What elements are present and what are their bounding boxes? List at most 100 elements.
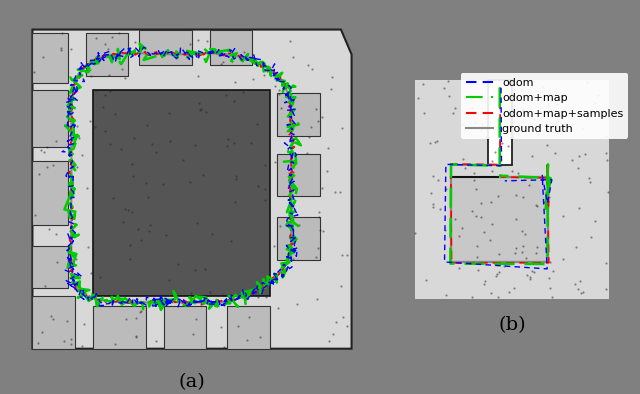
Point [58,338,68,344]
Point [601,260,611,266]
Point [118,218,129,225]
Point [531,250,541,256]
Point [522,272,532,279]
Point [186,290,196,297]
Point [129,135,139,141]
Point [547,294,557,301]
Point [593,91,604,98]
Point [191,316,201,322]
Point [449,105,460,111]
Point [231,172,241,178]
Point [48,162,58,168]
Point [529,269,539,275]
Point [558,256,568,262]
Bar [451,177,548,262]
Point [517,229,527,235]
Point [476,121,486,127]
Point [79,320,89,327]
Point [229,140,239,147]
Point [601,285,611,292]
Point [513,170,524,176]
Point [543,101,553,108]
Point [410,230,420,236]
Point [184,294,194,300]
Point [233,323,243,329]
Point [164,277,174,283]
Point [509,284,519,291]
Bar [33,296,75,349]
Point [116,146,127,152]
Point [42,144,52,151]
Point [275,223,285,229]
Point [432,138,442,145]
Point [284,215,294,221]
Point [317,185,328,191]
Point [586,234,596,240]
Point [248,76,258,82]
Point [582,79,592,85]
Point [335,189,345,195]
Point [64,91,74,98]
Point [430,139,440,145]
Point [493,294,503,300]
Point [200,266,210,272]
Polygon shape [390,67,634,311]
Point [590,217,600,224]
Point [135,309,145,315]
Point [289,169,299,175]
Bar [277,217,319,260]
Point [198,171,209,178]
Point [71,256,81,262]
Point [487,221,497,227]
Point [218,292,228,298]
Point [511,216,521,222]
Point [589,100,600,106]
Point [479,79,489,85]
Point [550,95,561,101]
Point [292,301,302,307]
Point [34,171,44,177]
Point [531,202,541,208]
Point [317,114,327,120]
Point [39,149,49,155]
Point [428,201,438,208]
Point [541,123,551,129]
Point [273,91,284,97]
Point [304,134,314,140]
Point [100,128,110,134]
Point [144,228,154,234]
Point [550,107,561,113]
Point [141,180,152,186]
Point [328,331,339,337]
Point [525,274,535,281]
Point [571,243,581,250]
Point [499,263,509,269]
Point [216,323,226,330]
Point [529,115,539,122]
Point [471,212,481,219]
Point [87,57,97,63]
Point [168,289,178,296]
Bar [277,93,319,136]
Point [303,61,313,68]
Point [418,81,428,87]
Point [516,85,527,92]
Point [109,111,120,117]
Point [484,237,495,243]
Polygon shape [93,90,270,296]
Point [222,143,232,149]
Point [342,252,353,258]
Point [190,266,200,273]
Point [285,170,295,177]
Point [580,151,590,157]
Bar [33,33,68,83]
Point [330,188,340,195]
Point [259,72,269,78]
Point [74,135,84,141]
Point [273,305,284,311]
Point [490,149,500,155]
Point [337,125,347,131]
Point [509,250,520,256]
Point [285,115,296,121]
Point [293,138,303,144]
